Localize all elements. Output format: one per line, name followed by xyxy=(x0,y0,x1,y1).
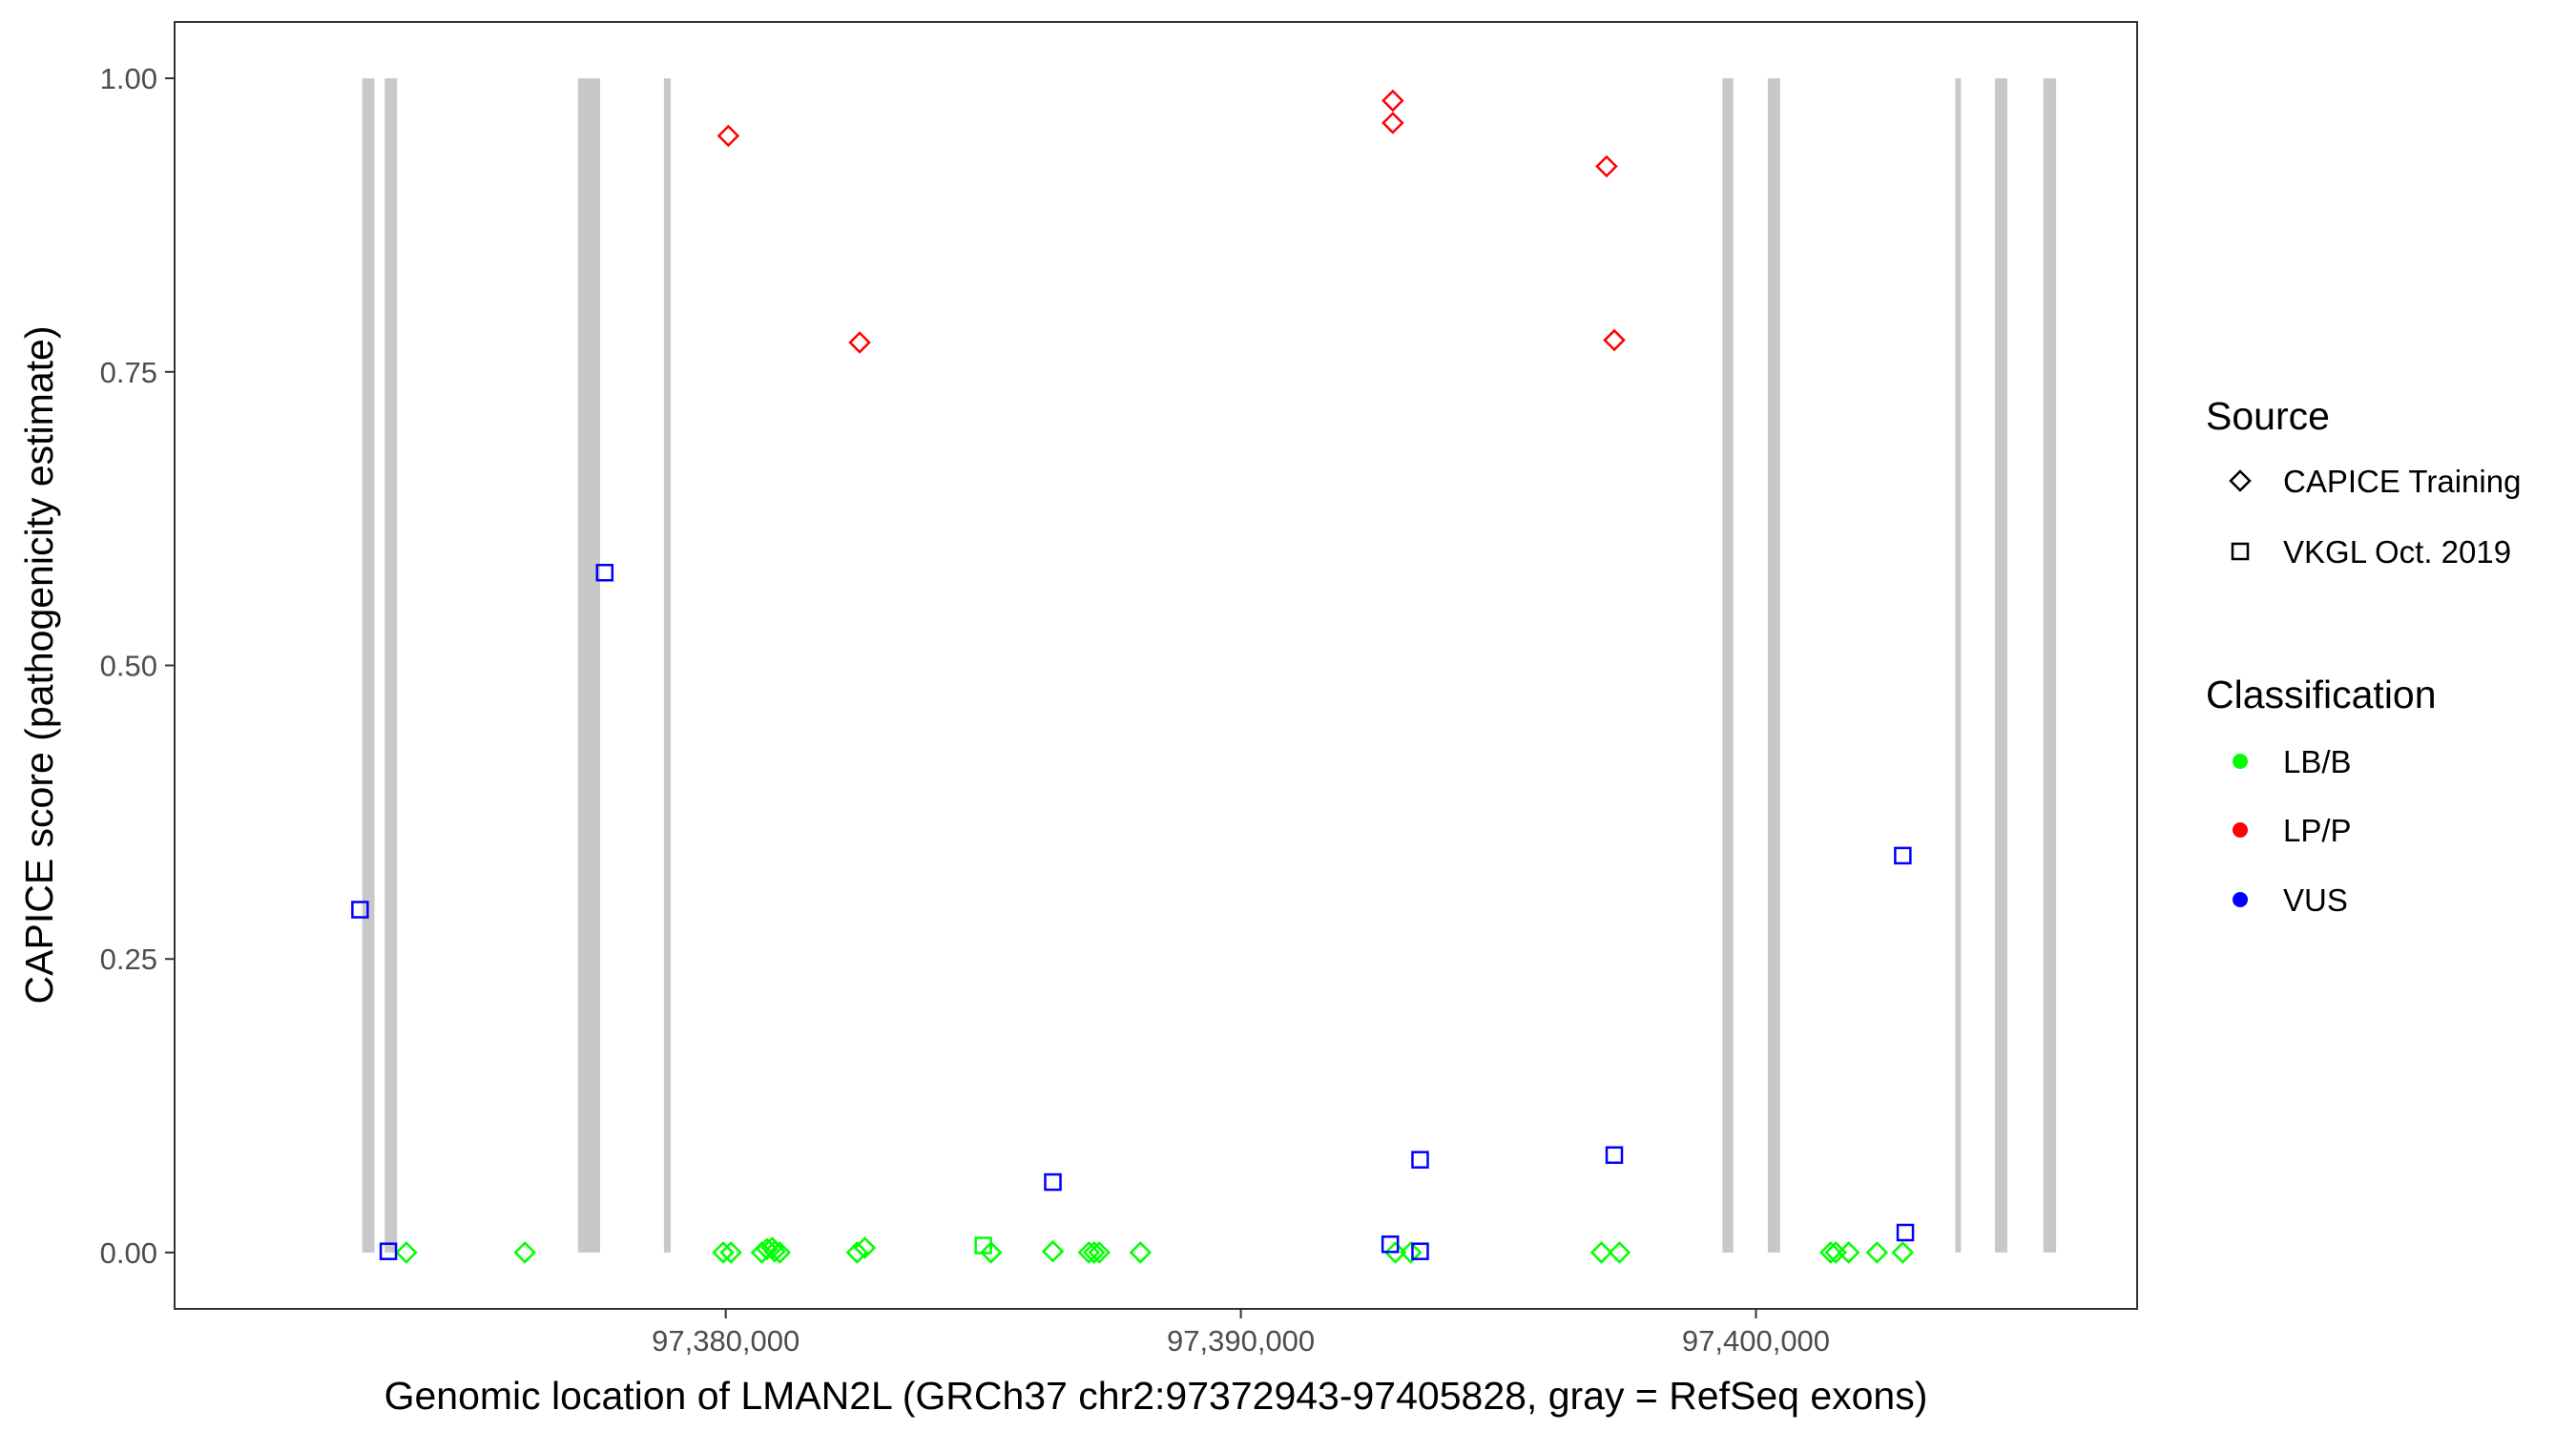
square-point xyxy=(1605,1146,1624,1165)
legend-label-capice-training: CAPICE Training xyxy=(2283,464,2521,499)
square-point xyxy=(379,1242,398,1260)
diamond-point xyxy=(1082,1241,1106,1264)
legend-key-vus xyxy=(2233,892,2248,907)
exon-band xyxy=(1955,78,1962,1253)
x-tick-label: 97,380,000 xyxy=(652,1324,800,1358)
diamond-point xyxy=(756,1237,779,1260)
diamond-point xyxy=(853,1236,877,1259)
diamond-point xyxy=(1603,328,1626,352)
y-tick-label: 0.25 xyxy=(100,943,157,976)
legend-entry-lbb: LB/B xyxy=(2233,744,2352,779)
diamond-point xyxy=(1399,1241,1423,1264)
y-tick-label: 0.00 xyxy=(100,1236,157,1270)
diamond-point xyxy=(763,1239,786,1263)
diamond-point xyxy=(1837,1241,1860,1264)
legend: Source CAPICE Training VKGL Oct. 2019 Cl… xyxy=(2206,394,2521,918)
diamond-point xyxy=(768,1241,792,1264)
square-point xyxy=(1411,1242,1429,1260)
square-point xyxy=(1044,1172,1062,1192)
diamond-point xyxy=(1589,1241,1613,1264)
x-axis-title: Genomic location of LMAN2L (GRCh37 chr2:… xyxy=(384,1374,1928,1418)
diamond-point xyxy=(1608,1241,1631,1264)
diamond-point xyxy=(845,1241,869,1264)
legend-key-lpp xyxy=(2233,822,2248,838)
square-point xyxy=(1381,1235,1400,1254)
exon-band xyxy=(362,78,375,1253)
legend-source-title: Source xyxy=(2206,394,2330,438)
legend-entry-vkgl: VKGL Oct. 2019 xyxy=(2231,534,2511,570)
diamond-point xyxy=(1077,1241,1101,1264)
x-tick-label: 97,390,000 xyxy=(1167,1324,1315,1358)
exon-band xyxy=(1722,78,1734,1253)
diamond-point xyxy=(712,1241,735,1264)
diamond-point xyxy=(717,124,740,148)
legend-entry-lpp: LP/P xyxy=(2233,813,2352,848)
diamond-point xyxy=(1595,155,1618,178)
legend-label-lpp: LP/P xyxy=(2283,813,2352,848)
exon-band xyxy=(1767,78,1780,1253)
legend-label-lbb: LB/B xyxy=(2283,744,2352,779)
square-point xyxy=(1411,1151,1429,1169)
y-axis-title: CAPICE score (pathogenicity estimate) xyxy=(17,326,61,1005)
diamond-point xyxy=(395,1241,418,1264)
point-layer xyxy=(351,89,1915,1264)
diamond-point xyxy=(1041,1239,1065,1263)
diamond-point xyxy=(1088,1241,1111,1264)
legend-key-lbb xyxy=(2233,754,2248,769)
diamond-point xyxy=(1383,1241,1407,1264)
square-point xyxy=(1896,1223,1915,1242)
x-tick-label: 97,400,000 xyxy=(1682,1324,1830,1358)
square-point xyxy=(351,901,369,919)
plot-panel-border xyxy=(174,21,2138,1310)
legend-label-vkgl: VKGL Oct. 2019 xyxy=(2283,534,2511,570)
diamond-point xyxy=(1865,1241,1889,1264)
y-tick-label: 1.00 xyxy=(100,62,157,95)
diamond-point xyxy=(513,1241,536,1264)
y-axis: 0.00 0.25 0.50 0.75 1.00 xyxy=(100,62,175,1270)
y-tick-label: 0.50 xyxy=(100,650,157,683)
legend-classification-title: Classification xyxy=(2206,673,2437,716)
legend-entry-capice-training: CAPICE Training xyxy=(2229,464,2521,499)
diamond-point xyxy=(848,331,871,354)
exon-band xyxy=(663,78,671,1253)
diamond-point xyxy=(1818,1241,1842,1264)
diamond-point xyxy=(1129,1241,1153,1264)
square-point xyxy=(595,564,614,582)
diamond-point xyxy=(719,1241,742,1264)
x-axis: 97,380,000 97,390,000 97,400,000 xyxy=(652,1309,1830,1358)
diamond-point xyxy=(1381,112,1404,135)
exon-layer xyxy=(362,78,2057,1253)
diamond-point xyxy=(979,1241,1003,1264)
square-point xyxy=(1894,846,1912,865)
legend-label-vus: VUS xyxy=(2283,882,2348,918)
legend-entry-vus: VUS xyxy=(2233,882,2348,918)
exon-band xyxy=(577,78,600,1253)
square-point xyxy=(974,1236,992,1255)
square-icon xyxy=(2231,542,2250,561)
exon-band xyxy=(1994,78,2007,1253)
exon-band xyxy=(2043,78,2057,1253)
diamond-icon xyxy=(2229,469,2252,492)
y-tick-label: 0.75 xyxy=(100,356,157,389)
exon-band xyxy=(384,78,398,1253)
diamond-point xyxy=(1891,1241,1915,1264)
diamond-point xyxy=(1381,89,1404,113)
